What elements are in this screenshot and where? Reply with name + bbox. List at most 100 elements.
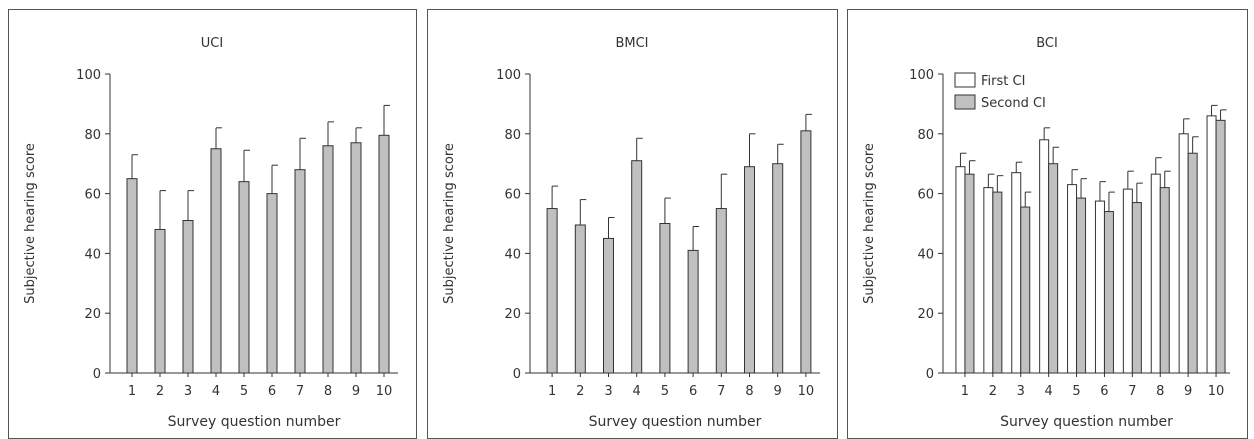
bar — [1178, 133, 1189, 374]
bar — [1103, 211, 1114, 374]
bar — [546, 208, 558, 374]
bar — [1094, 200, 1105, 374]
x-tick-label: 3 — [1017, 384, 1025, 399]
x-tick-label: 7 — [717, 384, 725, 399]
bar — [1011, 172, 1022, 374]
y-axis-label: Subjective hearing score — [862, 143, 877, 304]
x-tick-label: 2 — [989, 384, 997, 399]
y-axis-label: Subjective hearing score — [442, 143, 457, 304]
bar — [955, 166, 966, 374]
x-tick-label: 5 — [661, 384, 669, 399]
bar — [1131, 202, 1142, 374]
x-axis-label: Survey question number — [1000, 414, 1173, 430]
bar — [1076, 197, 1087, 374]
legend-label: First CI — [981, 74, 1025, 89]
y-tick-label: 80 — [917, 128, 934, 143]
bar — [154, 228, 166, 374]
bar — [659, 223, 671, 374]
bar — [210, 148, 222, 374]
x-tick-label: 9 — [352, 384, 360, 399]
bar — [574, 224, 586, 374]
x-tick-label: 1 — [548, 384, 556, 399]
bar — [238, 181, 250, 374]
bar — [322, 145, 334, 374]
y-tick-label: 60 — [504, 188, 521, 203]
x-tick-label: 9 — [1184, 384, 1192, 399]
x-tick-label: 7 — [296, 384, 304, 399]
bar — [744, 166, 755, 374]
x-tick-label: 9 — [774, 384, 782, 399]
x-tick-label: 8 — [745, 384, 753, 399]
bar — [983, 187, 994, 374]
bar — [772, 163, 784, 374]
y-tick-label: 40 — [917, 247, 934, 262]
chart-panel-3: BCI 0 20 40 60 80 100 Subjective hearing score 1… — [847, 9, 1248, 439]
y-tick-label: 60 — [917, 188, 934, 203]
bar — [1067, 184, 1078, 374]
y-tick-label: 0 — [513, 367, 521, 382]
y-axis-label: Subjective hearing score — [23, 143, 38, 304]
y-tick-label: 20 — [504, 307, 521, 322]
x-tick-label: 4 — [212, 384, 220, 399]
bar — [964, 173, 975, 374]
y-tick-label: 60 — [84, 188, 101, 203]
bar — [266, 193, 278, 374]
x-tick-label: 3 — [604, 384, 612, 399]
x-tick-label: 1 — [961, 384, 969, 399]
x-tick-label: 3 — [184, 384, 192, 399]
bar — [992, 191, 1003, 374]
x-axis-label: Survey question number — [589, 414, 762, 430]
y-tick-label: 0 — [93, 367, 101, 382]
bar — [1206, 115, 1217, 374]
y-tick-label: 20 — [84, 307, 101, 322]
bar — [1215, 119, 1226, 374]
bar — [1150, 173, 1161, 374]
x-tick-label: 6 — [268, 384, 276, 399]
bar — [603, 237, 614, 374]
x-tick-label: 6 — [689, 384, 697, 399]
x-tick-label: 8 — [1156, 384, 1164, 399]
bar — [1020, 206, 1031, 374]
y-tick-label: 20 — [917, 307, 934, 322]
bar — [631, 160, 643, 374]
x-tick-label: 10 — [376, 384, 393, 399]
y-tick-label: 40 — [504, 247, 521, 262]
chart-panel-2: BMCI 0 20 40 60 80 100 Subjective hearing score… — [427, 9, 838, 439]
x-tick-label: 5 — [240, 384, 248, 399]
x-tick-label: 4 — [633, 384, 641, 399]
bar — [800, 130, 812, 374]
y-tick-label: 40 — [84, 247, 101, 262]
x-tick-label: 7 — [1128, 384, 1136, 399]
legend-swatch — [954, 72, 976, 88]
bar — [182, 220, 194, 374]
bar — [294, 169, 306, 374]
y-tick-label: 80 — [84, 128, 101, 143]
bar — [378, 134, 390, 374]
bar — [687, 249, 699, 374]
y-tick-label: 100 — [909, 68, 934, 83]
bar — [350, 142, 362, 374]
x-tick-label: 1 — [128, 384, 136, 399]
x-tick-label: 8 — [324, 384, 332, 399]
y-tick-label: 100 — [496, 68, 521, 83]
bar — [1159, 187, 1170, 374]
y-tick-label: 0 — [926, 367, 934, 382]
legend-swatch — [954, 94, 976, 110]
x-tick-label: 10 — [1208, 384, 1225, 399]
x-tick-label: 6 — [1100, 384, 1108, 399]
chart-title: BMCI — [615, 36, 648, 51]
x-tick-label: 10 — [798, 384, 815, 399]
bar — [1039, 139, 1050, 374]
x-tick-label: 4 — [1045, 384, 1053, 399]
bar — [715, 208, 727, 374]
y-tick-label: 80 — [504, 128, 521, 143]
y-tick-label: 100 — [76, 68, 101, 83]
bar — [1187, 152, 1198, 374]
bar — [126, 178, 138, 374]
bar — [1122, 188, 1133, 374]
x-axis-label: Survey question number — [168, 414, 341, 430]
chart-panel-1: UCI 0 20 40 60 80 100 Subjective hearing score 1… — [8, 9, 417, 439]
chart-title: BCI — [1036, 36, 1058, 51]
chart-title: UCI — [201, 36, 223, 51]
